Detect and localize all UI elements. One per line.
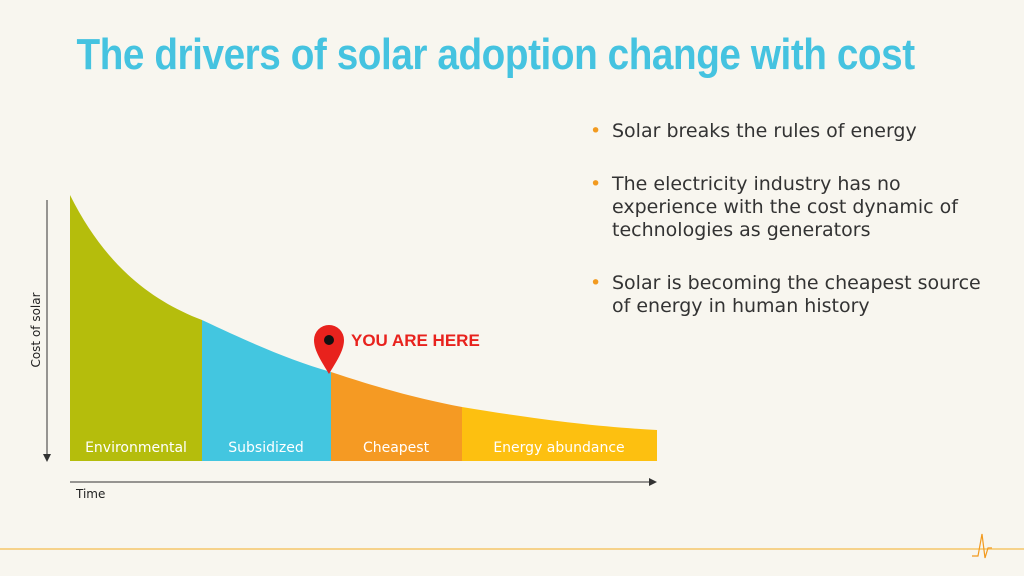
- bullet-text: Solar breaks the rules of energy: [612, 120, 917, 142]
- footer-divider: [0, 548, 1024, 550]
- bullet-dot-icon: •: [590, 272, 602, 294]
- phase-label-environmental: Environmental: [85, 440, 187, 456]
- bullet-item: • Solar is becoming the cheapest source …: [590, 272, 990, 318]
- map-pin-icon: [314, 325, 344, 374]
- bullet-dot-icon: •: [590, 120, 602, 142]
- phase-label-subsidized: Subsidized: [228, 440, 303, 456]
- bullet-text: The electricity industry has no experien…: [612, 173, 958, 241]
- bullet-item: • Solar breaks the rules of energy: [590, 120, 990, 143]
- phase-label-cheapest: Cheapest: [363, 440, 430, 456]
- pulse-icon: [972, 533, 992, 559]
- bullet-list: • Solar breaks the rules of energy • The…: [590, 120, 990, 348]
- bullet-item: • The electricity industry has no experi…: [590, 173, 990, 242]
- phase-label-energy-abundance: Energy abundance: [493, 440, 624, 456]
- slide-title: The drivers of solar adoption change wit…: [76, 30, 916, 79]
- y-axis-arrowhead: [43, 454, 51, 462]
- phase-area-subsidized: [202, 320, 331, 461]
- bullet-text: Solar is becoming the cheapest source of…: [612, 272, 981, 317]
- bullet-dot-icon: •: [590, 173, 602, 195]
- x-axis-label: Time: [75, 487, 105, 501]
- phase-area-environmental: [70, 195, 202, 461]
- x-axis-arrowhead: [649, 478, 657, 486]
- phase-area-cheapest: [331, 372, 462, 461]
- you-are-here-label: YOU ARE HERE: [351, 331, 480, 350]
- phase-area-energy-abundance: [462, 407, 657, 461]
- y-axis-label: Cost of solar: [29, 292, 43, 367]
